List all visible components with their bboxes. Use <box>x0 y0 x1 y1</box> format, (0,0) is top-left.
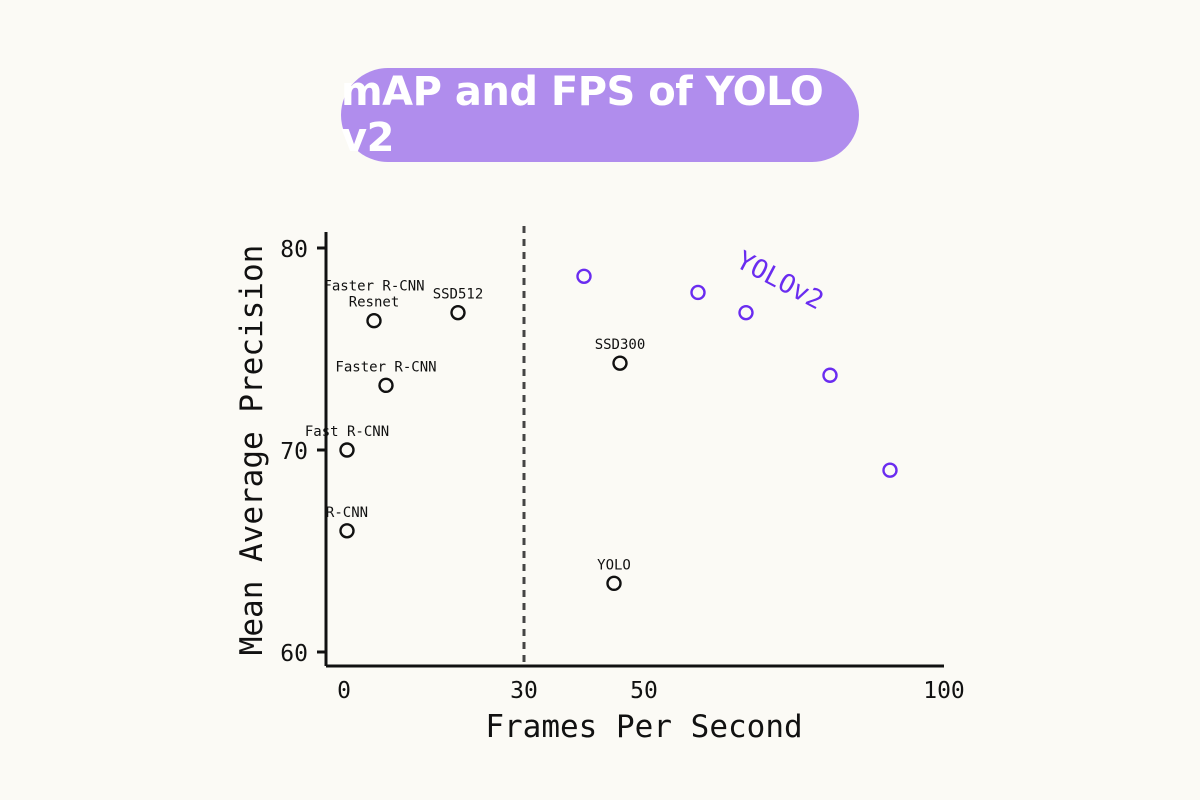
y-tick-label: 80 <box>280 237 308 263</box>
point-label: Faster R-CNN <box>335 359 436 375</box>
point-label: Faster R-CNN Resnet <box>323 279 424 311</box>
yolov2-point-marker <box>882 462 898 478</box>
point-label: SSD512 <box>433 287 484 303</box>
yolov2-point-marker <box>738 304 754 321</box>
x-tick-label: 0 <box>337 678 351 704</box>
point-label: R-CNN <box>326 505 368 521</box>
point-label: Fast R-CNN <box>305 424 389 440</box>
point-marker <box>378 377 394 394</box>
point-marker <box>612 355 628 371</box>
point-label: YOLO <box>597 557 631 573</box>
chart-axes <box>324 232 944 668</box>
y-tick-label: 70 <box>280 439 308 465</box>
y-tick-label: 60 <box>280 641 308 667</box>
title-banner: mAP and FPS of YOLO v2 <box>341 68 859 162</box>
yolov2-point-marker <box>822 367 838 383</box>
point-group <box>339 268 898 592</box>
x-tick-label: 100 <box>923 678 965 704</box>
point-marker <box>339 442 355 458</box>
yolov2-point-marker <box>690 284 706 301</box>
page-title: mAP and FPS of YOLO v2 <box>341 69 824 161</box>
label-group: R-CNN Fast R-CNN Faster R-CNN Faster R-CNN R… <box>305 279 645 574</box>
x-tick-label: 50 <box>630 678 658 704</box>
point-marker <box>450 304 466 321</box>
y-axis-label: Mean Average Precision <box>234 245 270 656</box>
point-marker <box>339 523 355 539</box>
yolov2-point-marker <box>576 268 592 284</box>
tick-group: 60 70 80 0 30 50 100 <box>280 237 964 704</box>
point-marker <box>366 313 382 329</box>
point-label: SSD300 <box>595 337 646 353</box>
point-marker <box>606 575 622 592</box>
x-axis-label: Frames Per Second <box>485 709 802 745</box>
x-tick-label: 30 <box>510 678 538 704</box>
